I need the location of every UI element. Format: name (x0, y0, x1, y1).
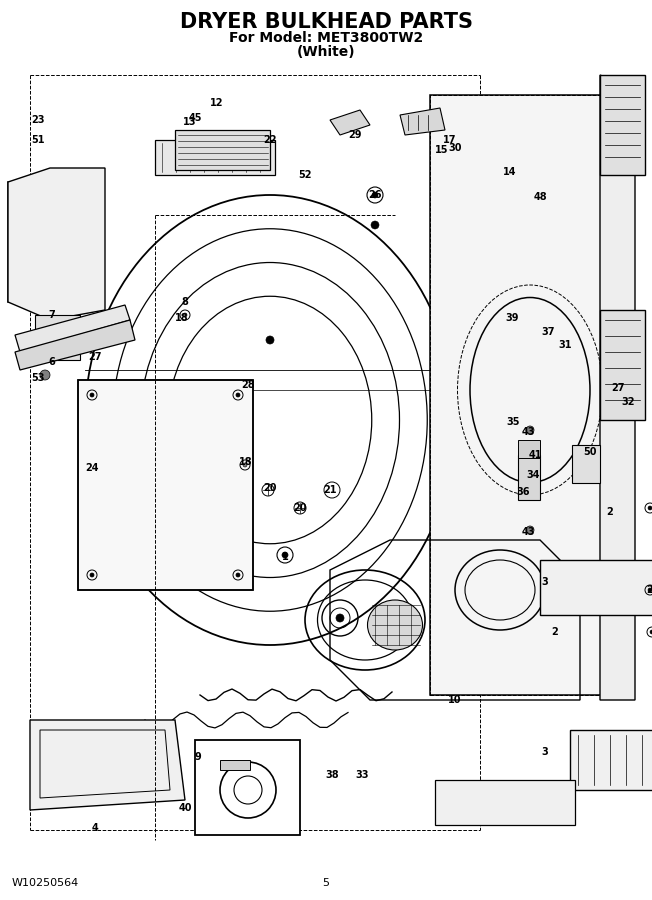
Text: 32: 32 (621, 397, 635, 407)
Bar (430, 95, 620, 695)
Text: 33: 33 (355, 770, 369, 780)
Circle shape (526, 526, 534, 534)
Text: 24: 24 (85, 463, 98, 473)
Bar (78, 380, 253, 590)
Text: 17: 17 (443, 135, 457, 145)
Text: 20: 20 (263, 483, 276, 493)
Circle shape (236, 573, 240, 577)
Polygon shape (35, 315, 80, 335)
Bar (572, 445, 600, 483)
Ellipse shape (368, 600, 422, 650)
Circle shape (372, 192, 378, 198)
Text: 18: 18 (175, 313, 189, 323)
Text: 53: 53 (31, 373, 45, 383)
Text: 5: 5 (323, 878, 329, 888)
Polygon shape (330, 110, 370, 135)
Text: 39: 39 (505, 313, 519, 323)
Text: 1: 1 (282, 552, 288, 562)
Circle shape (90, 573, 94, 577)
Text: 31: 31 (558, 340, 572, 350)
Text: (White): (White) (297, 45, 355, 59)
Polygon shape (30, 720, 185, 810)
Text: 8: 8 (181, 297, 188, 307)
Polygon shape (430, 95, 620, 695)
Bar (78, 380, 253, 590)
Circle shape (40, 370, 50, 380)
Text: 40: 40 (178, 803, 192, 813)
Text: 43: 43 (521, 527, 535, 537)
Polygon shape (400, 108, 445, 135)
Bar (195, 740, 300, 835)
Text: 26: 26 (368, 190, 382, 200)
Circle shape (648, 588, 652, 592)
Bar (518, 455, 540, 500)
Bar (518, 440, 540, 458)
Text: 20: 20 (293, 503, 306, 513)
Text: 50: 50 (584, 447, 597, 457)
Bar (155, 140, 275, 175)
Circle shape (243, 463, 247, 467)
Text: 3: 3 (542, 577, 548, 587)
Text: 3: 3 (542, 747, 548, 757)
Circle shape (266, 336, 274, 344)
Polygon shape (8, 168, 105, 320)
Text: 29: 29 (348, 130, 362, 140)
Bar (175, 130, 270, 170)
Text: 12: 12 (210, 98, 224, 108)
Text: 27: 27 (88, 352, 102, 362)
Bar (220, 760, 250, 770)
Circle shape (371, 221, 379, 229)
Text: 30: 30 (449, 143, 462, 153)
Bar (8, 182, 98, 302)
Text: 6: 6 (49, 357, 55, 367)
Circle shape (236, 393, 240, 397)
Text: 52: 52 (298, 170, 312, 180)
Text: 27: 27 (612, 383, 625, 393)
Circle shape (526, 426, 534, 434)
Polygon shape (35, 340, 80, 360)
Text: 15: 15 (436, 145, 449, 155)
Circle shape (90, 393, 94, 397)
Bar (600, 75, 645, 175)
Text: 38: 38 (325, 770, 339, 780)
Text: 36: 36 (516, 487, 529, 497)
Text: 37: 37 (541, 327, 555, 337)
Text: DRYER BULKHEAD PARTS: DRYER BULKHEAD PARTS (179, 12, 473, 32)
Text: 18: 18 (239, 457, 253, 467)
Text: 10: 10 (449, 695, 462, 705)
Polygon shape (600, 75, 635, 700)
Circle shape (648, 506, 652, 510)
Text: 41: 41 (528, 450, 542, 460)
Text: 34: 34 (526, 470, 540, 480)
Text: 22: 22 (263, 135, 276, 145)
Text: 7: 7 (49, 310, 55, 320)
Circle shape (336, 614, 344, 622)
Text: 51: 51 (31, 135, 45, 145)
Text: 2: 2 (552, 627, 558, 637)
Text: 45: 45 (188, 113, 201, 123)
Bar (435, 780, 575, 825)
Text: 4: 4 (92, 823, 98, 833)
Circle shape (183, 313, 187, 317)
Text: 2: 2 (606, 507, 614, 517)
Circle shape (650, 630, 652, 634)
Text: 14: 14 (503, 167, 517, 177)
Text: 13: 13 (183, 117, 197, 127)
Text: For Model: MET3800TW2: For Model: MET3800TW2 (229, 31, 423, 45)
Text: 2: 2 (647, 585, 652, 595)
Bar (540, 560, 652, 615)
Text: 23: 23 (31, 115, 45, 125)
Circle shape (282, 552, 288, 558)
Text: 35: 35 (506, 417, 520, 427)
Text: 9: 9 (195, 752, 201, 762)
Text: 21: 21 (323, 485, 336, 495)
Text: 28: 28 (241, 380, 255, 390)
Polygon shape (15, 320, 135, 370)
Text: 48: 48 (533, 192, 547, 202)
Text: 43: 43 (521, 427, 535, 437)
Bar (600, 310, 645, 420)
Polygon shape (15, 305, 130, 352)
Text: W10250564: W10250564 (12, 878, 80, 888)
Bar (570, 730, 652, 790)
